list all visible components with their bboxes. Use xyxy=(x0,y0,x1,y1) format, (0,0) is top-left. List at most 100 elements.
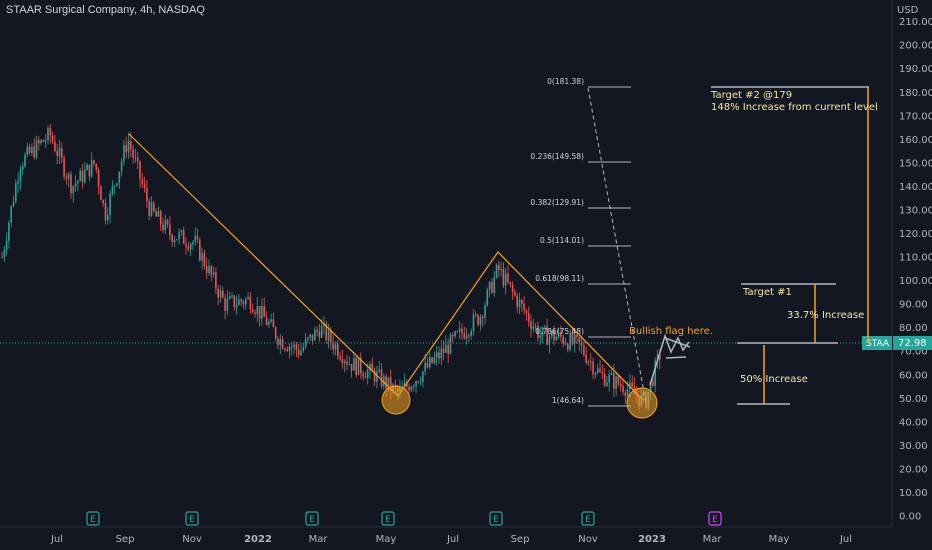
candle xyxy=(442,340,445,360)
candle xyxy=(173,236,176,247)
candle xyxy=(546,318,548,345)
candle xyxy=(270,313,272,324)
candle xyxy=(47,124,49,145)
candle xyxy=(63,154,65,181)
y-tick-label: 30.00 xyxy=(899,441,928,452)
candle xyxy=(201,247,203,270)
candle xyxy=(360,352,362,379)
candle xyxy=(445,335,447,353)
candle xyxy=(412,383,415,392)
candle xyxy=(90,152,93,178)
candle xyxy=(532,318,535,333)
candle xyxy=(26,142,29,158)
candle xyxy=(222,286,224,299)
y-tick-label: 100.00 xyxy=(899,276,932,287)
candle xyxy=(65,173,68,186)
candle xyxy=(208,259,210,276)
candle xyxy=(527,306,530,327)
candle xyxy=(548,333,551,354)
candle xyxy=(594,371,597,379)
low-circle-1 xyxy=(381,385,411,415)
candle xyxy=(178,228,180,245)
x-tick-label: 2023 xyxy=(638,534,666,545)
y-tick-label: 180.00 xyxy=(899,88,932,99)
candle xyxy=(440,339,443,366)
candle xyxy=(169,216,171,241)
candle xyxy=(125,136,127,159)
earnings-marker[interactable]: E xyxy=(489,511,503,526)
candle xyxy=(139,160,141,189)
candle xyxy=(95,163,98,174)
candle xyxy=(562,334,564,348)
candle xyxy=(622,378,624,396)
fib-level-label: 0.786(75.48) xyxy=(535,327,584,336)
trend-lines xyxy=(128,133,644,401)
candle xyxy=(196,228,199,244)
candle xyxy=(120,157,123,177)
candle xyxy=(164,214,167,235)
svg-text:E: E xyxy=(712,515,718,525)
y-tick-label: 130.00 xyxy=(899,205,932,216)
candle xyxy=(484,301,486,325)
candle xyxy=(419,376,422,386)
candle xyxy=(245,296,247,310)
candle xyxy=(452,332,454,343)
candle xyxy=(40,138,42,146)
earnings-marker[interactable]: E xyxy=(708,511,722,526)
candle xyxy=(518,292,521,315)
candle xyxy=(491,277,493,294)
candle xyxy=(261,297,263,326)
x-tick-label: 2022 xyxy=(244,534,272,545)
candle xyxy=(58,139,61,165)
earnings-marker[interactable]: E xyxy=(185,511,199,526)
earnings-marker[interactable]: E xyxy=(305,511,319,526)
svg-text:E: E xyxy=(189,515,195,525)
candle xyxy=(580,336,583,355)
candle xyxy=(159,209,162,231)
earnings-marker[interactable]: E xyxy=(381,511,395,526)
candle xyxy=(495,263,498,280)
candle xyxy=(286,345,288,352)
candle xyxy=(192,240,194,251)
candle xyxy=(500,261,502,277)
fib-level-label: 1(46.64) xyxy=(552,396,584,405)
candle xyxy=(431,356,433,365)
candle xyxy=(314,326,316,341)
earnings-marker[interactable]: E xyxy=(86,511,100,526)
bullish-flag-note: Bullish flag here. xyxy=(629,326,713,337)
candle xyxy=(426,357,429,369)
candle xyxy=(28,143,31,155)
candle xyxy=(341,349,344,370)
candle xyxy=(143,176,146,193)
candle xyxy=(42,139,45,143)
fib-retracement: 0(181.38) 0.236(149.58) 0.382(129.91) 0.5(1… xyxy=(530,77,631,407)
candle xyxy=(550,330,553,340)
candle xyxy=(438,346,440,364)
candle xyxy=(38,136,40,151)
candle xyxy=(12,195,15,208)
candle xyxy=(463,326,466,340)
candle xyxy=(631,375,633,389)
candle xyxy=(557,327,560,340)
candle xyxy=(472,309,475,337)
candle xyxy=(224,294,226,320)
candle xyxy=(199,237,201,262)
candle xyxy=(162,217,164,234)
candle xyxy=(369,361,371,379)
candle xyxy=(3,245,6,263)
candle xyxy=(516,292,518,314)
candle xyxy=(350,363,353,378)
candle xyxy=(458,320,461,340)
candle xyxy=(284,347,286,353)
fib-level-label: 0(181.38) xyxy=(547,77,584,86)
candle xyxy=(182,226,185,245)
candle xyxy=(339,351,341,362)
candle xyxy=(465,327,468,345)
candle xyxy=(203,249,206,270)
earnings-marker[interactable]: E xyxy=(581,511,595,526)
candle xyxy=(617,374,620,387)
x-tick-label: May xyxy=(769,534,790,545)
candle xyxy=(373,367,376,387)
